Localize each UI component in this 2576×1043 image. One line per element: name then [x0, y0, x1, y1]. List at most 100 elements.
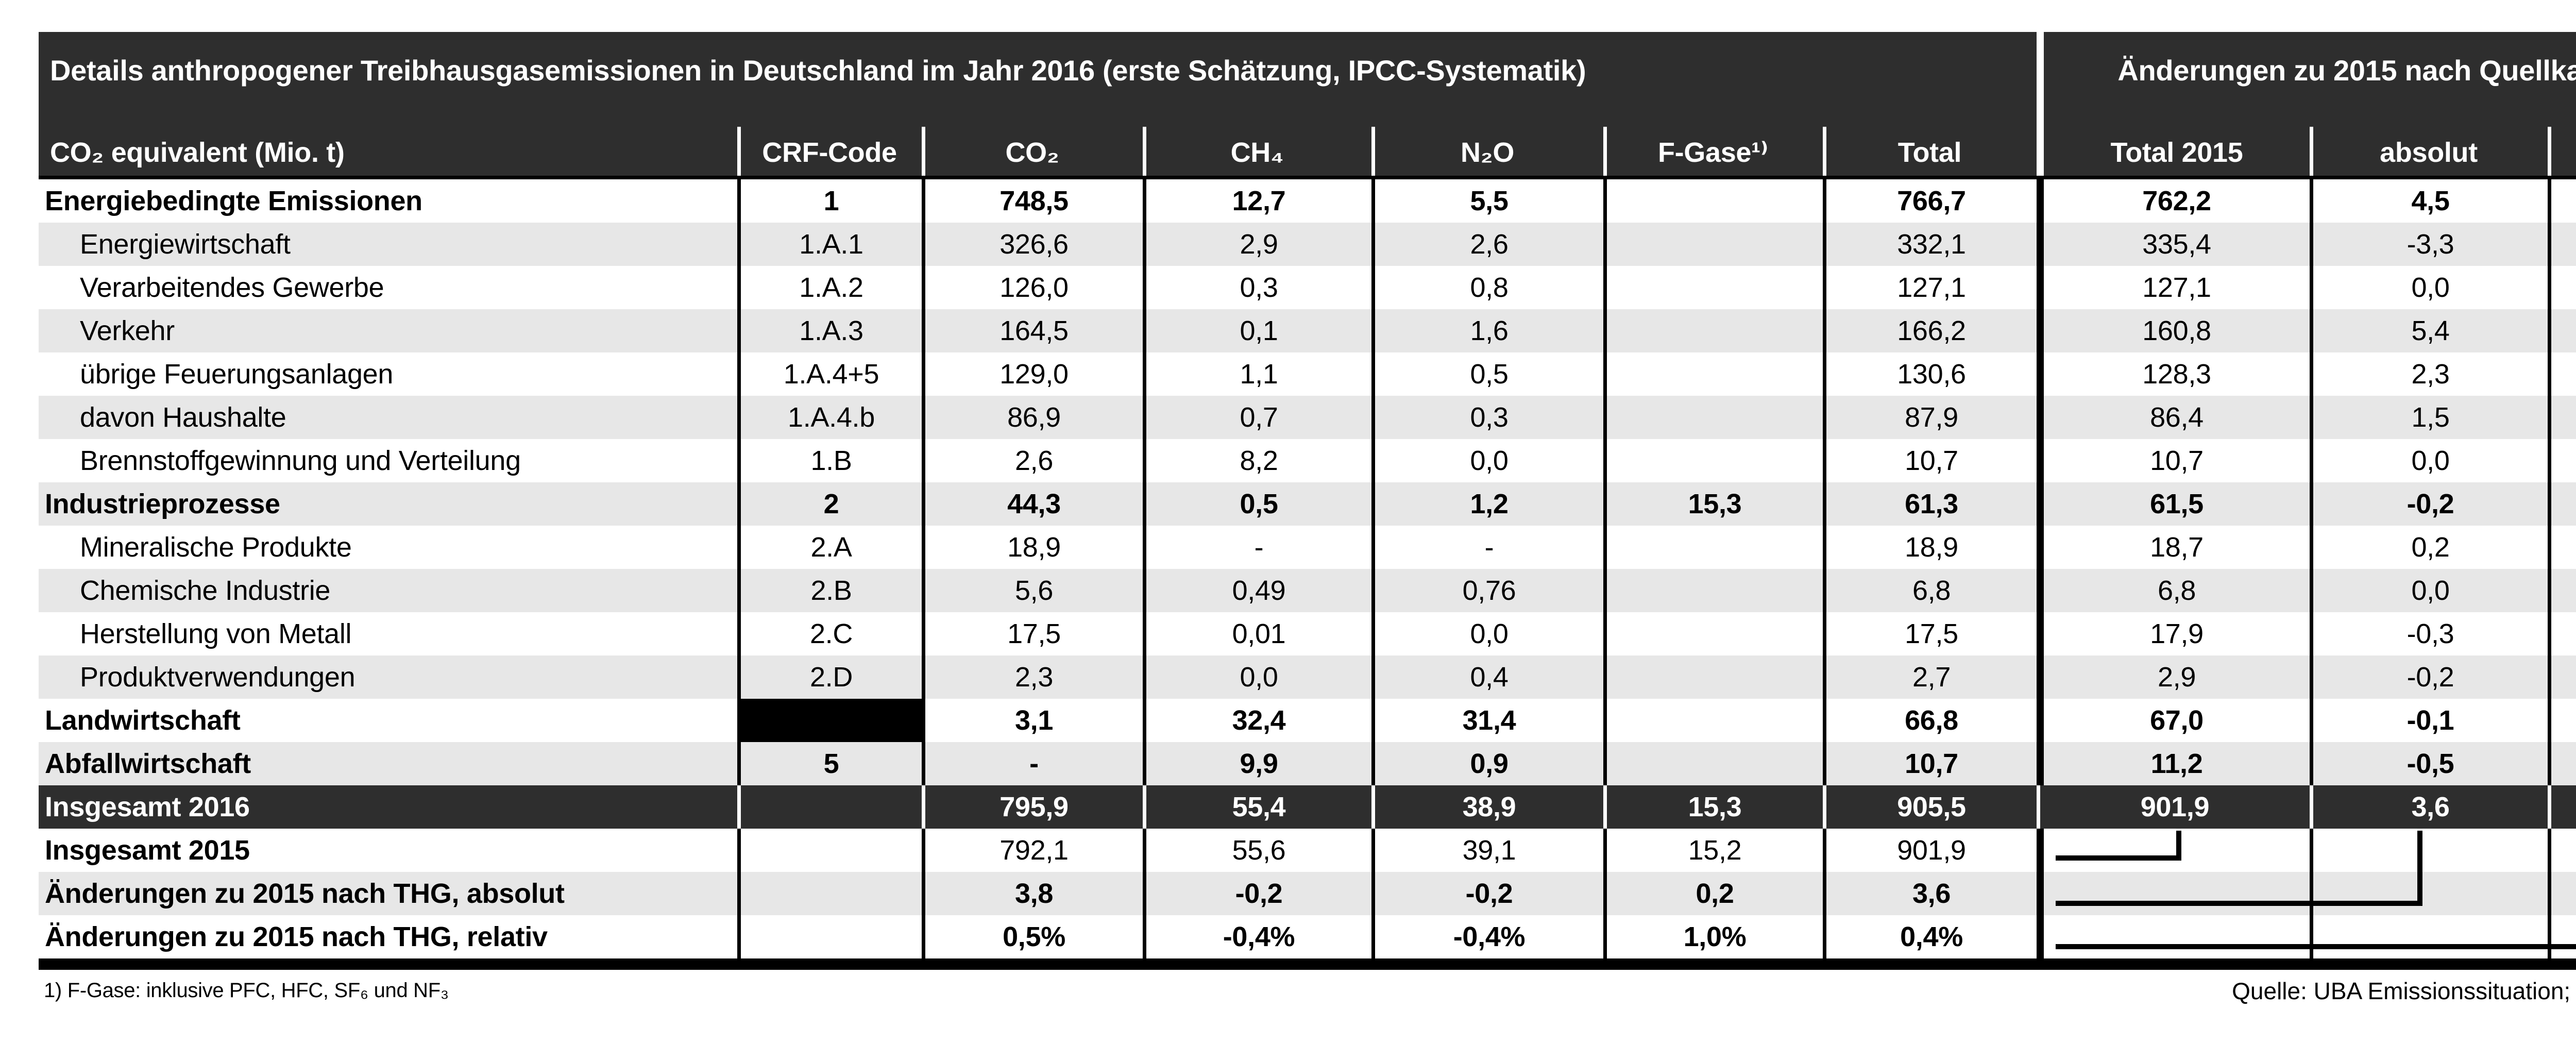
cell-n2o: 0,0 [1371, 439, 1603, 482]
cell-crf-code: 1.A.1 [737, 223, 922, 266]
cell-co2: 748,5 [922, 179, 1143, 223]
cell-f-gase [1603, 699, 1823, 742]
header-column-divider [1603, 127, 1607, 176]
cell-n2o: 0,76 [1371, 569, 1603, 612]
cell-ch4: 1,1 [1143, 352, 1371, 396]
cell-ch4: 0,49 [1143, 569, 1371, 612]
cell-n2o: -0,4% [1371, 915, 1603, 958]
cell-ch4: -0,2 [1143, 872, 1371, 915]
header-column-divider [1371, 127, 1375, 176]
cell-co2: 0,5% [922, 915, 1143, 958]
table-row: Industrieprozesse 2 44,3 0,5 1,2 15,3 61… [39, 482, 2576, 526]
source-note: Quelle: UBA Emissionssituation; Stand: 0… [2232, 978, 2576, 1004]
cell-category-label: Änderungen zu 2015 nach THG, relativ [45, 921, 548, 952]
cell-total: 332,1 [1823, 223, 2037, 266]
cell-n2o: 0,4 [1371, 655, 1603, 699]
cell-absolut: -0,3 [2310, 612, 2548, 655]
cell-category-label: Energiebedingte Emissionen [45, 186, 422, 216]
cell-crf-code: 2 [737, 482, 922, 526]
column-header-total: Total [1897, 137, 1962, 168]
cell-f-gase [1603, 309, 1823, 352]
header-column-divider [922, 127, 925, 176]
cell-total: 0,4% [1823, 915, 2037, 958]
cell-crf-code [737, 915, 922, 958]
table-row: davon Haushalte 1.A.4.b 86,9 0,7 0,3 87,… [39, 396, 2576, 439]
cell-ch4: 0,5 [1143, 482, 1371, 526]
connector-line-total2015-horizontal [2056, 855, 2181, 861]
cell-co2: 326,6 [922, 223, 1143, 266]
cell-total: 2,7 [1823, 655, 2037, 699]
cell-category-label: Brennstoffgewinnung und Verteilung [80, 445, 521, 476]
table-row: Verarbeitendes Gewerbe 1.A.2 126,0 0,3 0… [39, 266, 2576, 309]
connector-line-total2015-vertical [2176, 831, 2181, 861]
table-row: Energiewirtschaft 1.A.1 326,6 2,9 2,6 33… [39, 223, 2576, 266]
cell-ch4: 0,01 [1143, 612, 1371, 655]
cell-crf-code [737, 872, 922, 915]
cell-category-label: Mineralische Produkte [80, 532, 352, 563]
cell-f-gase [1603, 742, 1823, 785]
cell-n2o: 0,5 [1371, 352, 1603, 396]
cell-total: 766,7 [1823, 179, 2037, 223]
cell-absolut: -0,5 [2310, 742, 2548, 785]
cell-relativ: -0,2% [2548, 699, 2576, 742]
cell-ch4: 9,9 [1143, 742, 1371, 785]
cell-relativ: 0,6% [2548, 179, 2576, 223]
cell-n2o: 0,0 [1371, 612, 1603, 655]
cell-co2: 18,9 [922, 526, 1143, 569]
cell-total-2015: 160,8 [2037, 309, 2310, 352]
cell-absolut: 3,6 [2310, 785, 2548, 829]
table-row: Brennstoffgewinnung und Verteilung 1.B 2… [39, 439, 2576, 482]
cell-total: 3,6 [1823, 872, 2037, 915]
cell-absolut [2310, 872, 2548, 915]
cell-co2: - [922, 742, 1143, 785]
cell-relativ: -4,5% [2548, 742, 2576, 785]
cell-crf-code: 1.B [737, 439, 922, 482]
cell-category-label: Abfallwirtschaft [45, 748, 251, 779]
cell-total-2015: 11,2 [2037, 742, 2310, 785]
cell-category-label: Insgesamt 2015 [45, 835, 250, 866]
cell-ch4: 0,0 [1143, 655, 1371, 699]
cell-total-2015 [2037, 915, 2310, 958]
cell-f-gase: 1,0% [1603, 915, 1823, 958]
cell-f-gase [1603, 266, 1823, 309]
cell-total: 10,7 [1823, 742, 2037, 785]
cell-total-2015: 86,4 [2037, 396, 2310, 439]
cell-absolut: -3,3 [2310, 223, 2548, 266]
column-header-absolut: absolut [2380, 137, 2478, 168]
cell-crf-code: 1.A.4.b [737, 396, 922, 439]
table-row: übrige Feuerungsanlagen 1.A.4+5 129,0 1,… [39, 352, 2576, 396]
cell-category-label: Verarbeitendes Gewerbe [80, 272, 384, 303]
column-header-f-gase: F-Gase¹⁾ [1657, 137, 1769, 168]
cell-co2: 3,1 [922, 699, 1143, 742]
cell-absolut: 0,2 [2310, 526, 2548, 569]
cell-n2o: 0,9 [1371, 742, 1603, 785]
table-row: Herstellung von Metall 2.C 17,5 0,01 0,0… [39, 612, 2576, 655]
cell-total: 61,3 [1823, 482, 2037, 526]
cell-n2o: - [1371, 526, 1603, 569]
cell-category-label: Änderungen zu 2015 nach THG, absolut [45, 878, 565, 909]
cell-n2o: 0,3 [1371, 396, 1603, 439]
table-row: Änderungen zu 2015 nach THG, relativ 0,5… [39, 915, 2576, 958]
cell-ch4: 32,4 [1143, 699, 1371, 742]
cell-relativ: -6,4% [2548, 655, 2576, 699]
cell-absolut: -0,2 [2310, 482, 2548, 526]
cell-crf-code: 1.A.3 [737, 309, 922, 352]
cell-total-2015: 6,8 [2037, 569, 2310, 612]
cell-total-2015: 67,0 [2037, 699, 2310, 742]
connector-line-relativ-horizontal [2056, 944, 2576, 949]
cell-co2: 86,9 [922, 396, 1143, 439]
cell-ch4: 55,4 [1143, 785, 1371, 829]
cell-ch4: 0,3 [1143, 266, 1371, 309]
cell-total: 18,9 [1823, 526, 2037, 569]
cell-n2o: 2,6 [1371, 223, 1603, 266]
cell-relativ: 0,1% [2548, 569, 2576, 612]
cell-total-2015: 335,4 [2037, 223, 2310, 266]
cell-total-2015 [2037, 872, 2310, 915]
cell-f-gase: 15,3 [1603, 482, 1823, 526]
cell-crf-code [737, 829, 922, 872]
cell-f-gase: 15,3 [1603, 785, 1823, 829]
cell-total: 166,2 [1823, 309, 2037, 352]
cell-f-gase: 0,2 [1603, 872, 1823, 915]
table-row: Energiebedingte Emissionen 1 748,5 12,7 … [39, 179, 2576, 223]
